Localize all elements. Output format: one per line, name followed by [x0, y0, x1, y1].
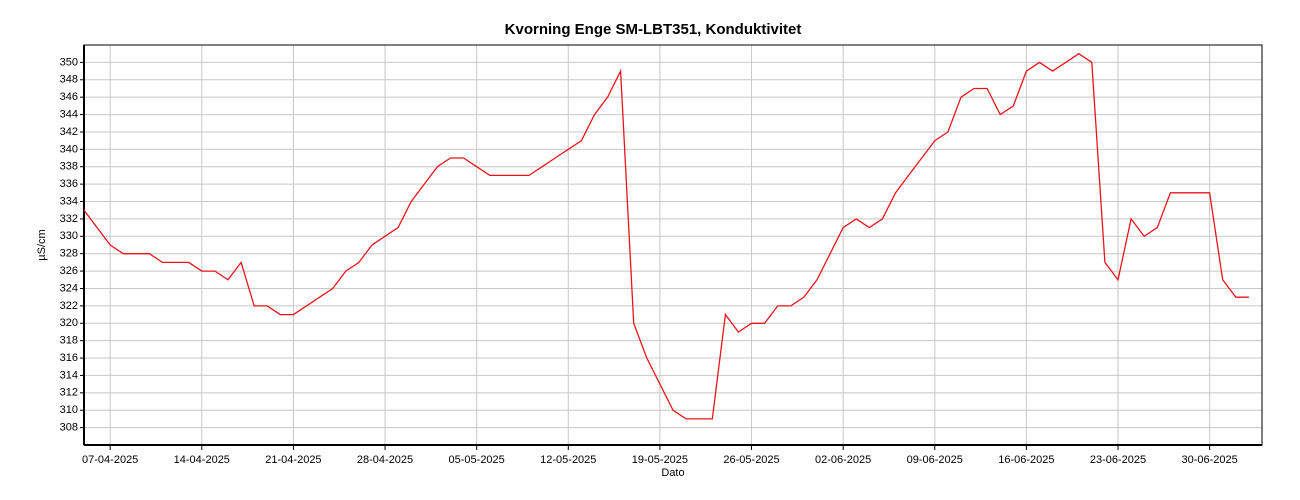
x-axis-label: Dato: [661, 467, 684, 479]
y-tick-label: 322: [60, 300, 78, 312]
y-tick-label: 346: [60, 91, 78, 103]
plot-area: [84, 45, 1262, 445]
y-tick-label: 312: [60, 387, 78, 399]
x-tick-label: 05-05-2025: [449, 454, 505, 466]
chart-title: Kvorning Enge SM-LBT351, Konduktivitet: [505, 21, 802, 38]
y-tick-label: 318: [60, 335, 78, 347]
x-tick-label: 21-04-2025: [265, 454, 321, 466]
y-tick-label: 350: [60, 56, 78, 68]
x-tick-label: 26-05-2025: [723, 454, 779, 466]
y-tick-label: 342: [60, 126, 78, 138]
y-axis-label: µS/cm: [36, 229, 48, 260]
x-tick-label: 28-04-2025: [357, 454, 413, 466]
y-tick-label: 320: [60, 317, 78, 329]
x-tick-label: 07-04-2025: [82, 454, 138, 466]
y-tick-label: 326: [60, 265, 78, 277]
x-tick-label: 02-06-2025: [815, 454, 871, 466]
y-tick-label: 338: [60, 161, 78, 173]
y-tick-label: 334: [60, 195, 78, 207]
y-tick-label: 324: [60, 282, 78, 294]
y-tick-label: 340: [60, 143, 78, 155]
y-tick-label: 344: [60, 108, 78, 120]
data-line: [83, 52, 1249, 420]
y-tick-label: 328: [60, 248, 78, 260]
y-tick-label: 314: [60, 369, 78, 381]
x-tick-label: 30-06-2025: [1182, 454, 1238, 466]
x-tick-label: 14-04-2025: [174, 454, 230, 466]
y-tick-label: 330: [60, 230, 78, 242]
y-tick-label: 308: [60, 422, 78, 434]
y-tick-label: 348: [60, 74, 78, 86]
y-tick-label: 316: [60, 352, 78, 364]
y-tick-label: 310: [60, 404, 78, 416]
x-tick-label: 09-06-2025: [907, 454, 963, 466]
x-tick-label: 23-06-2025: [1090, 454, 1146, 466]
y-tick-label: 336: [60, 178, 78, 190]
y-tick-label: 332: [60, 213, 78, 225]
x-tick-label: 19-05-2025: [632, 454, 688, 466]
x-tick-label: 12-05-2025: [540, 454, 596, 466]
x-tick-label: 16-06-2025: [998, 454, 1054, 466]
